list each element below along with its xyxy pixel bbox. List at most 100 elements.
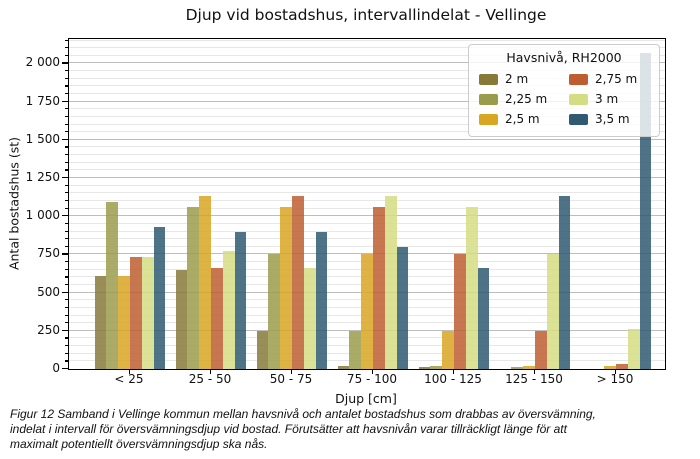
minor-gridline bbox=[69, 230, 665, 232]
y-tick-mark bbox=[64, 337, 68, 339]
minor-gridline bbox=[69, 93, 665, 94]
caption-line: Figur 12 Samband i Vellinge kommun mella… bbox=[10, 407, 596, 421]
y-tick-mark bbox=[64, 306, 68, 309]
bar-group bbox=[256, 196, 328, 369]
bar bbox=[118, 275, 130, 369]
x-tick-mark bbox=[291, 369, 293, 374]
bar bbox=[465, 207, 478, 369]
bar bbox=[511, 367, 524, 369]
bar-group bbox=[337, 196, 409, 369]
major-gridline bbox=[69, 177, 665, 179]
y-tick-label: 1 500 bbox=[25, 131, 60, 146]
y-tick-label: 1 000 bbox=[25, 208, 60, 223]
figure-caption: Figur 12 Samband i Vellinge kommun mella… bbox=[10, 407, 696, 451]
y-tick-mark bbox=[64, 146, 68, 148]
bar bbox=[291, 196, 304, 369]
y-tick-mark bbox=[64, 314, 68, 316]
bar bbox=[546, 253, 559, 369]
legend-swatch bbox=[479, 93, 498, 105]
y-tick-mark bbox=[62, 100, 68, 102]
x-tick-label: 50 - 75 bbox=[269, 372, 313, 386]
minor-gridline bbox=[69, 123, 665, 125]
legend-swatch bbox=[569, 93, 588, 105]
legend-item-label: 3 m bbox=[595, 92, 619, 106]
x-tick-mark bbox=[615, 369, 617, 374]
bar bbox=[222, 250, 235, 369]
bar bbox=[442, 330, 454, 369]
bar bbox=[372, 207, 385, 369]
y-tick-mark bbox=[64, 169, 68, 171]
minor-gridline bbox=[69, 199, 665, 201]
major-gridline bbox=[69, 253, 665, 255]
minor-gridline bbox=[69, 39, 665, 41]
bar bbox=[453, 253, 466, 369]
x-tick-mark bbox=[534, 369, 536, 374]
bar-group bbox=[94, 202, 166, 369]
legend-item: 2,5 m bbox=[479, 109, 559, 129]
minor-gridline bbox=[69, 108, 665, 110]
x-tick-mark bbox=[210, 369, 212, 374]
bar bbox=[534, 330, 547, 369]
minor-gridline bbox=[69, 161, 665, 163]
y-tick-mark bbox=[64, 70, 68, 72]
bar bbox=[153, 226, 166, 369]
y-tick-mark bbox=[64, 47, 68, 49]
x-tick-label: 100 - 125 bbox=[424, 372, 482, 386]
bar bbox=[477, 268, 490, 369]
major-gridline bbox=[69, 138, 665, 140]
y-tick-mark bbox=[62, 138, 68, 141]
minor-gridline bbox=[69, 146, 665, 148]
y-tick-mark bbox=[62, 215, 68, 217]
y-tick-mark bbox=[64, 283, 68, 286]
y-tick-label: 750 bbox=[37, 246, 60, 261]
legend-item: 2,75 m bbox=[569, 69, 649, 89]
caption-line: indelat i intervall för översvämningsdju… bbox=[10, 421, 567, 436]
x-tick-mark bbox=[129, 369, 131, 374]
legend-title: Havsnivå, RH2000 bbox=[506, 50, 622, 65]
y-tick-mark bbox=[64, 345, 68, 347]
y-tick-mark bbox=[64, 123, 68, 125]
y-tick-mark bbox=[64, 161, 68, 163]
y-tick-mark bbox=[64, 77, 68, 79]
y-tick-mark bbox=[64, 108, 68, 110]
y-tick-mark bbox=[62, 253, 68, 255]
bar-group bbox=[581, 52, 652, 369]
legend-item: 2 m bbox=[479, 69, 559, 89]
bar bbox=[604, 365, 616, 369]
x-tick-mark bbox=[372, 369, 374, 374]
bar-layer bbox=[69, 39, 665, 369]
bar bbox=[210, 268, 223, 369]
bar bbox=[396, 246, 409, 369]
minor-gridline bbox=[69, 54, 665, 56]
y-tick-label: 1 750 bbox=[25, 93, 60, 108]
y-tick-mark bbox=[64, 85, 68, 87]
legend-item-label: 2,75 m bbox=[595, 72, 638, 86]
minor-gridline bbox=[69, 192, 665, 194]
x-axis-label: Djup [cm] bbox=[335, 391, 397, 406]
bar bbox=[523, 365, 535, 369]
bar bbox=[361, 254, 373, 369]
x-tick-label: 125 - 150 bbox=[505, 372, 563, 386]
bar bbox=[639, 52, 652, 369]
legend-swatch bbox=[569, 113, 588, 125]
y-axis-ticks: 0 250 500 750 1 000 1 250 1 500 1 750 2 000 bbox=[0, 38, 60, 375]
y-tick-label: 2 000 bbox=[25, 55, 60, 70]
x-tick-label: 75 - 100 bbox=[346, 372, 398, 386]
major-gridline bbox=[69, 100, 665, 102]
y-tick-mark bbox=[64, 115, 68, 118]
y-tick-label: 1 250 bbox=[25, 170, 60, 185]
y-tick-mark bbox=[64, 299, 68, 301]
chart-title: Djup vid bostadshus, intervallindelat - … bbox=[185, 6, 547, 24]
y-tick-mark bbox=[64, 222, 68, 225]
major-gridline bbox=[69, 62, 665, 64]
minor-gridline bbox=[69, 70, 665, 72]
minor-gridline bbox=[69, 207, 665, 209]
minor-gridline bbox=[69, 154, 665, 156]
y-tick-mark bbox=[64, 245, 68, 247]
legend-item: 3 m bbox=[569, 89, 649, 109]
bar-group bbox=[418, 207, 490, 369]
legend-swatch bbox=[479, 73, 498, 85]
bar bbox=[384, 196, 397, 369]
bar bbox=[256, 330, 269, 369]
